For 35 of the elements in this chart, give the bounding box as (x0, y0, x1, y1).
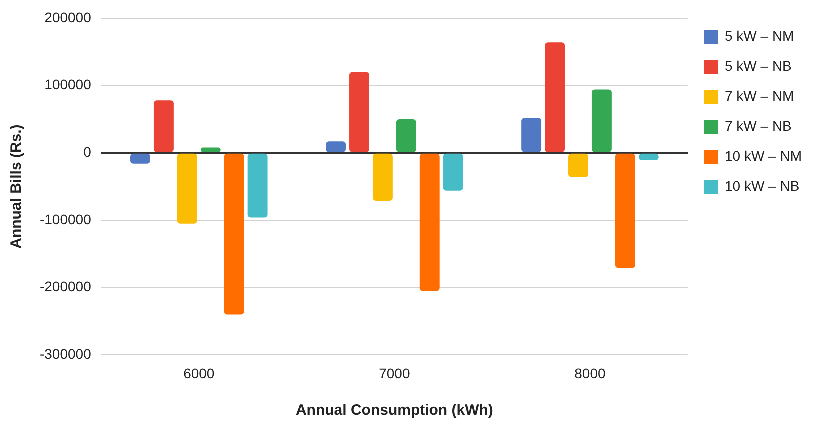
legend-label: 10 kW – NM (724, 148, 802, 164)
bar (372, 154, 393, 201)
bar (154, 100, 174, 152)
y-tick-label: -100000 (40, 211, 92, 228)
bar (615, 154, 636, 268)
bar (177, 154, 198, 224)
x-tick-label: 6000 (184, 365, 215, 382)
bar (224, 154, 244, 315)
bar (326, 142, 346, 152)
bar (396, 119, 416, 152)
bar (420, 154, 440, 292)
bar (638, 154, 659, 161)
x-axis-title: Annual Consumption (kWh) (296, 402, 494, 420)
y-tick-label: 0 (84, 144, 92, 160)
y-tick-label: -300000 (40, 346, 92, 362)
bar (350, 72, 370, 152)
legend-label: 7 kW – NB (724, 118, 792, 134)
y-tick-label: -200000 (40, 278, 92, 295)
bar (130, 154, 150, 164)
legend-label: 10 kW – NB (724, 178, 800, 194)
y-tick-label: 100000 (44, 76, 92, 93)
legend-label: 5 kW – NB (724, 58, 792, 74)
bar (522, 118, 542, 152)
y-axis-title: Annual Bills (Rs.) (8, 124, 26, 249)
bar (443, 154, 464, 191)
x-tick-label: 8000 (574, 365, 606, 382)
bar (248, 154, 268, 218)
y-tick-label: 200000 (44, 9, 92, 26)
bar (568, 154, 588, 178)
legend-label: 5 kW – NM (724, 28, 794, 44)
x-tick-label: 7000 (379, 365, 410, 382)
bar (592, 90, 612, 152)
bar (545, 42, 565, 152)
bar (200, 148, 221, 152)
legend-label: 7 kW – NM (724, 88, 794, 104)
